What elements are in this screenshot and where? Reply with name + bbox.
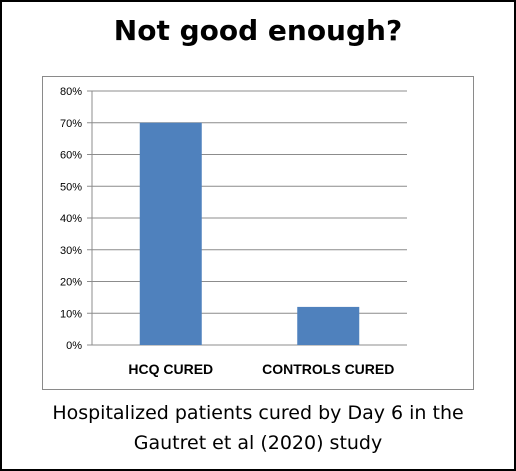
chart-area bbox=[42, 76, 474, 390]
x-category-label: CONTROLS CURED bbox=[262, 361, 394, 377]
chart-title: Not good enough? bbox=[113, 14, 403, 47]
caption-line-1: Hospitalized patients cured by Day 6 in … bbox=[52, 402, 464, 424]
caption-line-2: Gautret et al (2020) study bbox=[133, 432, 383, 454]
chart-caption: Hospitalized patients cured by Day 6 in … bbox=[2, 398, 514, 458]
y-tick-label: 70% bbox=[60, 118, 82, 130]
y-tick-label: 30% bbox=[60, 245, 82, 257]
bar-1 bbox=[139, 122, 202, 345]
y-tick-label: 0% bbox=[66, 340, 82, 352]
y-tick-label: 10% bbox=[60, 308, 82, 320]
bar-2 bbox=[297, 306, 360, 345]
y-tick-label: 20% bbox=[60, 277, 82, 289]
x-category-label: HCQ CURED bbox=[128, 361, 213, 377]
y-tick-label: 80% bbox=[60, 86, 82, 98]
y-tick-label: 40% bbox=[60, 213, 82, 225]
y-tick-label: 60% bbox=[60, 150, 82, 162]
y-tick-label: 50% bbox=[60, 181, 82, 193]
